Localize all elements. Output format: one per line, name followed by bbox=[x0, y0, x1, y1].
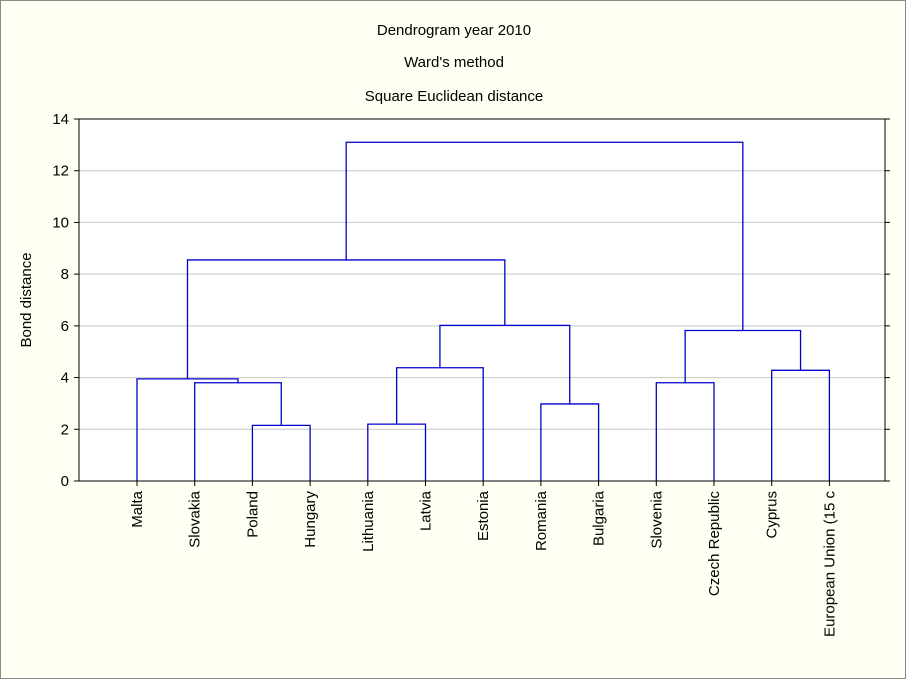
dendrogram-link bbox=[396, 367, 484, 481]
dendrogram-link bbox=[194, 382, 282, 481]
leaf-label: Poland bbox=[244, 491, 261, 538]
leaf-label: Latvia bbox=[418, 490, 435, 531]
leaf-label: Hungary bbox=[302, 491, 319, 548]
chart-title: Dendrogram year 2010 bbox=[377, 22, 531, 39]
y-tick-label: 10 bbox=[52, 214, 69, 231]
chart-subtitle-method: Ward's method bbox=[404, 54, 504, 71]
leaf-label: Bulgaria bbox=[591, 490, 608, 546]
dendrogram-link bbox=[540, 403, 600, 481]
y-axis-ticks: 0 2 4 6 8 10 12 14 bbox=[52, 111, 890, 490]
leaf-label: Lithuania bbox=[360, 490, 377, 552]
y-tick-label: 14 bbox=[52, 111, 69, 128]
leaf-label: European Union (15 c bbox=[821, 491, 838, 637]
y-axis-label: Bond distance bbox=[18, 252, 35, 347]
leaf-label: Cyprus bbox=[764, 491, 781, 539]
leaf-label: Slovakia bbox=[187, 490, 204, 547]
plot-frame bbox=[78, 118, 886, 482]
y-tick-label: 4 bbox=[61, 370, 69, 387]
leaf-label: Malta bbox=[129, 490, 146, 527]
dendrogram-link bbox=[655, 382, 715, 481]
leaf-label: Estonia bbox=[475, 490, 492, 541]
y-tick-label: 8 bbox=[61, 266, 69, 283]
dendrogram-link bbox=[345, 141, 744, 331]
chart-subtitle-distance: Square Euclidean distance bbox=[365, 88, 543, 105]
leaf-label: Slovenia bbox=[648, 490, 665, 548]
dendrogram-links bbox=[136, 141, 831, 481]
x-axis-leaf-labels: Malta Slovakia Poland Hungary Lithuania Latvi… bbox=[129, 481, 838, 637]
y-tick-label: 2 bbox=[61, 421, 69, 438]
leaf-label: Czech Republic bbox=[706, 491, 723, 597]
y-tick-label: 6 bbox=[61, 318, 69, 335]
leaf-label: Romania bbox=[533, 490, 550, 551]
y-tick-label: 12 bbox=[52, 163, 69, 180]
plot-area bbox=[79, 119, 885, 481]
y-tick-label: 0 bbox=[61, 473, 69, 490]
